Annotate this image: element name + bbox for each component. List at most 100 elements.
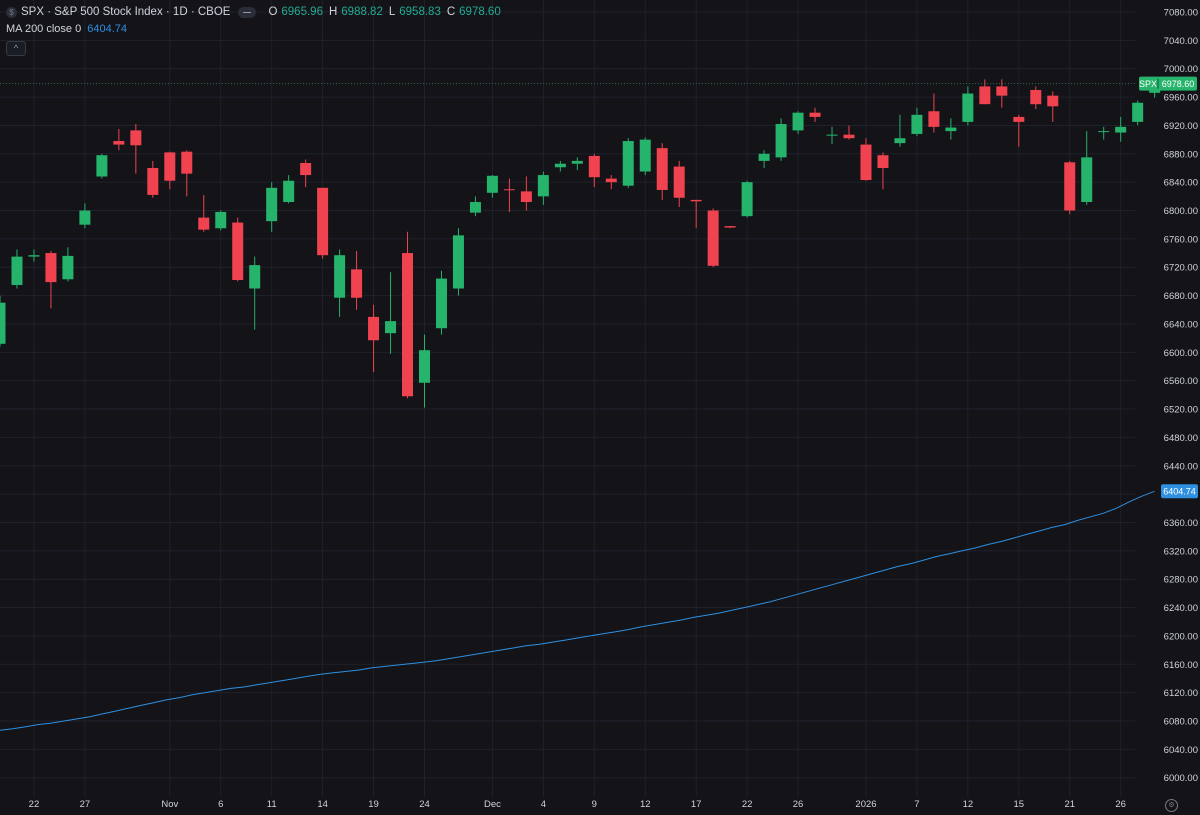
candle (28, 249, 40, 262)
candle (351, 250, 363, 310)
candle-body (758, 153, 770, 161)
price-tick-label: 6320.00 (1164, 546, 1198, 557)
price-tick-label: 6000.00 (1164, 773, 1198, 784)
time-tick-label: 24 (419, 799, 430, 810)
price-tick-label: 6600.00 (1164, 348, 1198, 359)
candle (656, 143, 668, 200)
collapse-legend-button[interactable]: ^ (6, 41, 26, 56)
candle (520, 176, 532, 211)
candle-body (249, 265, 261, 289)
candle-body (894, 138, 906, 144)
candle (266, 182, 278, 232)
candle (996, 79, 1008, 108)
candle (962, 86, 974, 126)
candle (1047, 91, 1059, 122)
time-tick-label: 26 (793, 799, 804, 810)
candle-body (588, 155, 600, 178)
chart-legend: $ SPX · S&P 500 Stock Index · 1D · CBOE … (6, 4, 501, 56)
symbol-legend-row[interactable]: $ SPX · S&P 500 Stock Index · 1D · CBOE … (6, 4, 501, 20)
candle (1132, 100, 1144, 126)
candle-body (181, 151, 193, 174)
price-tick-label: 6520.00 (1164, 405, 1198, 416)
time-tick-label: 22 (29, 799, 40, 810)
candle (605, 175, 617, 190)
time-tick-label: 4 (541, 799, 546, 810)
candle-body (945, 127, 957, 132)
candle-body (435, 278, 447, 329)
ma-legend-label: MA 200 close 0 (6, 23, 82, 35)
candle-body (28, 255, 40, 257)
hide-symbol-toggle[interactable] (238, 6, 257, 18)
candle (571, 157, 583, 171)
candle-body (266, 187, 278, 222)
price-axis[interactable]: 7080.00 7040.00 7000.00 6960.00 6920.00 6880.… (1164, 8, 1198, 785)
candle (1030, 86, 1042, 110)
price-tick-label: 6200.00 (1164, 631, 1198, 642)
price-tick-label: 7040.00 (1164, 36, 1198, 47)
candle-body (11, 256, 23, 285)
candle-body (130, 130, 142, 146)
candle-body (707, 210, 719, 266)
ma-200-line (0, 490, 1155, 731)
candle (911, 107, 923, 137)
candle-body (45, 253, 57, 283)
price-tick-label: 6480.00 (1164, 433, 1198, 444)
candle (198, 194, 210, 232)
price-tick-label: 6880.00 (1164, 149, 1198, 160)
candle-body (317, 187, 329, 256)
candle-body (673, 166, 685, 198)
candle (741, 180, 753, 218)
candle-body (0, 302, 6, 344)
candle-body (419, 350, 430, 383)
candle-body (775, 124, 787, 158)
candle-body (147, 167, 159, 195)
ma-legend-row[interactable]: MA 200 close 0 6404.74 (6, 21, 501, 37)
price-tick-label: 6720.00 (1164, 263, 1198, 274)
candle (300, 159, 312, 188)
ohlc-close-key: C (446, 6, 456, 18)
time-tick-label: 26 (1115, 799, 1126, 810)
candle-body (486, 175, 498, 193)
candle-body (215, 211, 227, 229)
price-tick-label: 6080.00 (1164, 717, 1198, 728)
candle (181, 150, 193, 197)
candle (232, 217, 244, 282)
candle-body (503, 189, 515, 191)
candle (588, 153, 600, 188)
price-tick-label: 7080.00 (1164, 8, 1198, 19)
candle-body (1013, 116, 1025, 122)
candle (0, 295, 6, 347)
time-axis[interactable]: 22 27 Nov 6 11 14 19 24 Dec 4 9 12 17 22 26 2026 7 12 15 21… (29, 799, 1126, 810)
price-tick-label: 6640.00 (1164, 319, 1198, 330)
candle-body (1030, 89, 1042, 105)
candle (368, 304, 380, 373)
time-tick-label: 9 (592, 799, 597, 810)
candle (792, 111, 804, 134)
candle-body (164, 152, 176, 181)
ohlc-high-value: 6988.82 (341, 6, 383, 18)
candle-body (571, 160, 583, 164)
last-price-symbol: SPX (1139, 79, 1157, 89)
candle (673, 160, 685, 207)
candle-body (1115, 126, 1127, 133)
candle-body (996, 86, 1008, 96)
time-tick-label: 27 (80, 799, 91, 810)
candle (113, 128, 125, 151)
candle (1064, 160, 1076, 215)
candle (283, 175, 295, 204)
ma-value-label: 6404.74 (1161, 484, 1198, 499)
price-tick-label: 6040.00 (1164, 745, 1198, 756)
candle (1013, 114, 1025, 147)
price-tick-label: 6920.00 (1164, 121, 1198, 132)
candle-body (351, 269, 363, 298)
symbol-title[interactable]: SPX · S&P 500 Stock Index · 1D · CBOE (21, 6, 231, 18)
price-tick-label: 6560.00 (1164, 376, 1198, 387)
settings-gear-icon[interactable]: ⚙ (1165, 799, 1178, 812)
candle (775, 118, 787, 161)
candle-body (232, 222, 244, 281)
candle-body (368, 316, 380, 341)
price-tick-label: 6240.00 (1164, 603, 1198, 614)
candle-body (979, 86, 991, 105)
candle (164, 151, 176, 190)
